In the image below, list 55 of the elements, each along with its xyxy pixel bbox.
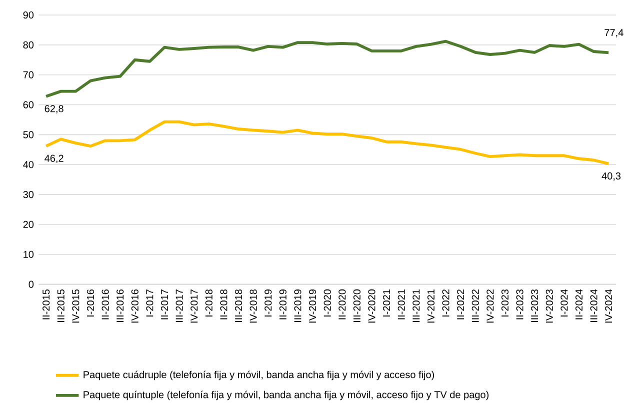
y-tick-label: 90 (23, 11, 34, 19)
x-tick-label: I-2017 (146, 290, 154, 316)
x-tick-label: I-2022 (442, 290, 450, 316)
x-tick-label: I-2021 (383, 290, 390, 316)
x-tick-label: II-2022 (457, 290, 464, 320)
x-tick-label: III-2021 (412, 290, 420, 322)
x-tick-label: III-2018 (234, 289, 242, 322)
x-tick-label: III-2023 (531, 289, 538, 322)
x-tick-label: III-2024 (590, 289, 598, 322)
data-label: 77,4 (604, 29, 624, 38)
x-tick-label: III-2019 (294, 290, 302, 322)
x-tick-label: II-2023 (516, 289, 524, 320)
x-tick-label: IV-2020 (368, 289, 376, 323)
y-tick-label: 40 (23, 161, 34, 168)
x-tick-label: I-2020 (324, 289, 331, 316)
y-tick-label: 30 (23, 191, 34, 198)
x-tick-label: I-2018 (205, 289, 212, 316)
x-tick-label: IV-2016 (131, 289, 138, 323)
y-tick-label: 60 (23, 101, 34, 108)
x-tick-label: II-2019 (279, 290, 286, 320)
x-tick-label: II-2016 (102, 289, 109, 320)
x-tick-label: III-2022 (472, 290, 479, 322)
x-tick-label: IV-2024 (605, 289, 612, 323)
x-tick-label: III-2016 (116, 289, 124, 322)
y-tick-label: 0 (28, 280, 34, 288)
x-tick-label: II-2015 (42, 289, 50, 320)
x-tick-label: III-2017 (176, 290, 183, 322)
data-label: 46,2 (44, 154, 64, 164)
x-tick-label: III-2015 (57, 289, 64, 322)
y-tick-label: 10 (24, 250, 34, 258)
x-tick-label: I-2019 (264, 290, 272, 316)
x-tick-label: IV-2015 (72, 289, 80, 323)
x-tick-label: I-2016 (86, 289, 94, 316)
y-tick-label: 50 (23, 131, 34, 138)
x-tick-label: IV-2019 (308, 290, 316, 323)
x-tick-label: II-2021 (398, 290, 405, 320)
x-tick-label: IV-2023 (546, 289, 553, 323)
x-tick-label: IV-2022 (486, 290, 494, 323)
y-tick-label: 80 (23, 41, 34, 48)
y-tick-label: 20 (23, 220, 34, 228)
legend-label: Paquete cuádruple (telefonía fija y móvil, banda ancha fija y móvil y acceso fijo) (84, 370, 434, 380)
y-tick-label: 70 (23, 71, 34, 78)
x-tick-label: II-2018 (220, 289, 228, 320)
x-tick-label: IV-2018 (250, 289, 257, 323)
x-tick-label: I-2024 (560, 289, 568, 316)
data-label: 62,8 (44, 105, 64, 114)
x-tick-label: II-2017 (160, 290, 168, 320)
x-tick-label: II-2024 (575, 289, 583, 320)
x-tick-label: III-2020 (353, 289, 360, 322)
x-tick-label: IV-2017 (190, 290, 198, 323)
data-label: 40,3 (602, 172, 621, 181)
x-tick-label: I-2023 (501, 289, 509, 316)
x-tick-label: IV-2021 (427, 290, 434, 323)
x-tick-label: II-2020 (338, 289, 346, 320)
legend-label: Paquete quíntuple (telefonía fija y móvil, banda ancha fija y móvil, acceso fijo y TV de pago) (84, 390, 489, 400)
